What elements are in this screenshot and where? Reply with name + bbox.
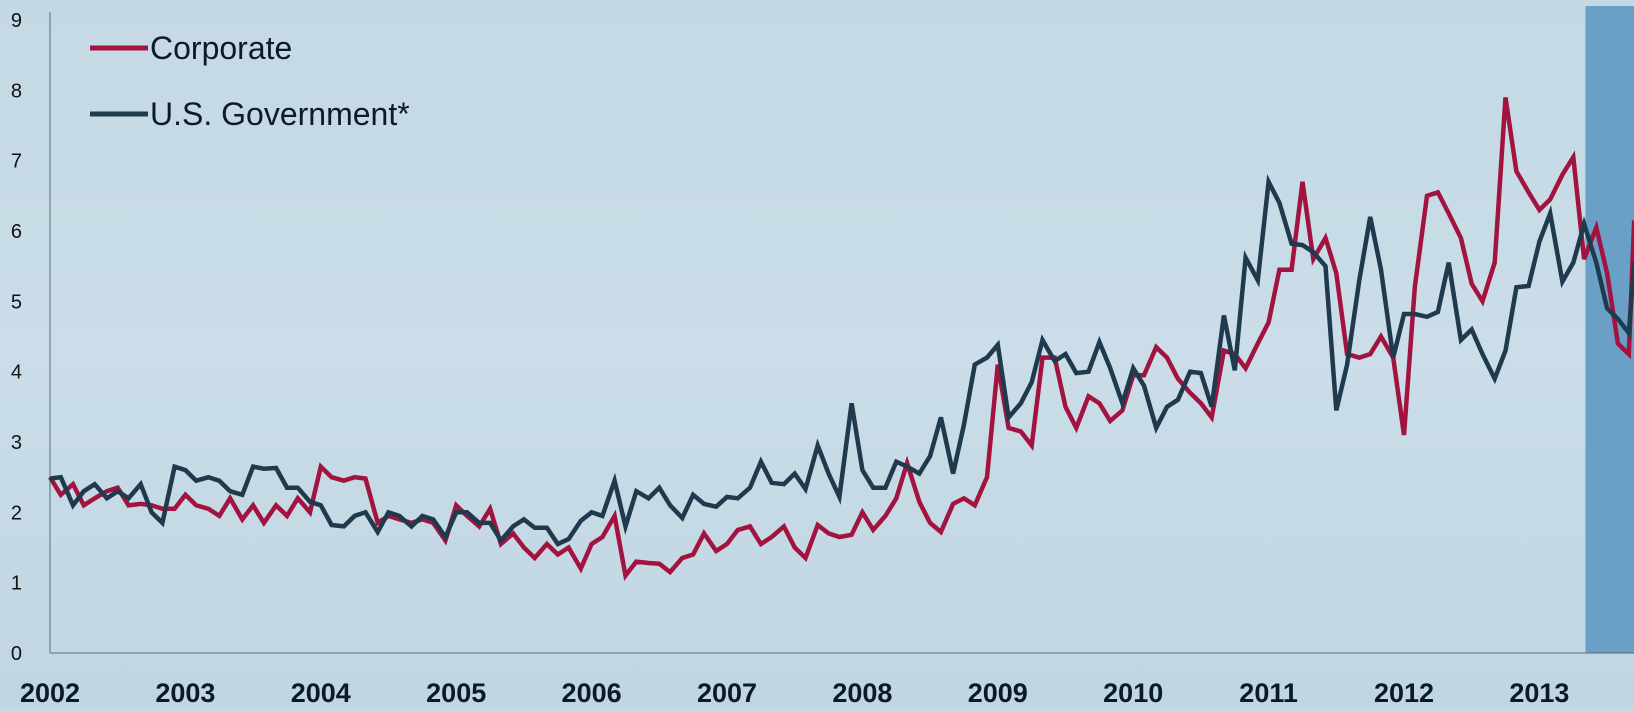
x-tick-label: 2002 xyxy=(20,678,80,707)
legend-item: Corporate xyxy=(90,30,292,66)
legend-label: Corporate xyxy=(150,30,292,66)
y-tick-label: 2 xyxy=(11,502,22,524)
legend-item: U.S. Government* xyxy=(90,96,410,132)
x-tick-label: 2013 xyxy=(1509,678,1569,707)
y-tick-label: 6 xyxy=(11,221,22,243)
y-tick-label: 5 xyxy=(11,291,22,313)
y-tick-label: 9 xyxy=(11,10,22,32)
y-tick-label: 0 xyxy=(11,643,22,665)
y-tick-label: 3 xyxy=(11,432,22,454)
x-tick-label: 2011 xyxy=(1239,678,1298,707)
legend-label: U.S. Government* xyxy=(150,96,410,132)
x-tick-label: 2004 xyxy=(291,678,351,707)
series-line-u-s-government xyxy=(49,174,1634,547)
x-tick-label: 2005 xyxy=(426,678,486,707)
series-line-corporate xyxy=(48,97,1634,581)
x-tick-label: 2012 xyxy=(1374,678,1434,707)
y-tick-label: 7 xyxy=(11,151,22,173)
x-tick-label: 2010 xyxy=(1103,678,1163,707)
y-tick-label: 4 xyxy=(11,362,22,384)
x-tick-label: 2007 xyxy=(697,678,757,707)
x-tick-label: 2003 xyxy=(155,678,215,707)
x-tick-label: 2009 xyxy=(968,678,1028,707)
y-tick-label: 1 xyxy=(11,573,22,595)
y-tick-label: 8 xyxy=(11,80,22,102)
x-tick-label: 2008 xyxy=(832,678,892,707)
x-tick-label: 2006 xyxy=(562,678,622,707)
